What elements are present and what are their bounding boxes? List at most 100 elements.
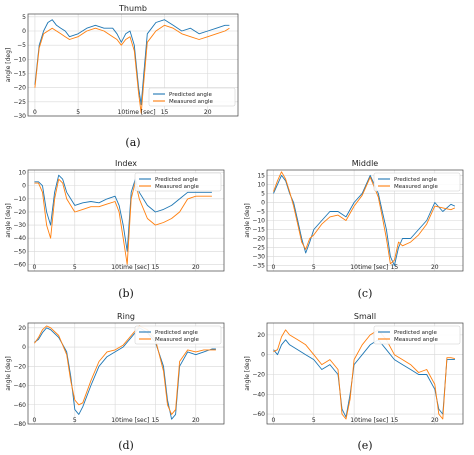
legend-label: Predicted angle — [394, 330, 437, 336]
y-tick-label: −40 — [13, 383, 26, 390]
legend-label: Predicted angle — [155, 330, 198, 336]
x-tick-label: 5 — [73, 264, 77, 271]
y-tick-label: −20 — [13, 85, 26, 92]
x-tick-label: 5 — [73, 417, 77, 424]
legend-label: Predicted angle — [169, 92, 212, 98]
y-tick-label: −35 — [252, 263, 265, 270]
x-tick-label: 0 — [33, 109, 37, 116]
x-tick-label: 15 — [152, 264, 160, 271]
y-tick-label: −10 — [252, 218, 265, 225]
x-axis-label: time [sec] — [125, 109, 155, 116]
y-tick-label: −60 — [252, 411, 265, 418]
chart-title: Thumb — [118, 4, 147, 13]
x-tick-label: 20 — [431, 417, 439, 424]
y-tick-label: 5 — [261, 190, 265, 197]
y-tick-label: −60 — [13, 261, 26, 268]
legend-box — [373, 172, 461, 192]
legend-label: Measured angle — [155, 184, 199, 190]
chart-title: Index — [115, 159, 137, 168]
x-tick-label: 15 — [391, 417, 399, 424]
chart-title: Small — [354, 312, 376, 321]
y-tick-label: −10 — [13, 196, 26, 203]
y-axis-label: angle [deg] — [5, 203, 12, 238]
plot-frame — [266, 169, 464, 272]
subfigure-caption: (e) — [357, 439, 372, 452]
y-tick-label: −60 — [13, 402, 26, 409]
x-tick-label: 0 — [33, 264, 37, 271]
x-tick-label: 0 — [33, 417, 37, 424]
y-tick-label: −50 — [13, 248, 26, 255]
plot-frame — [27, 322, 225, 425]
y-tick-label: −15 — [252, 227, 265, 234]
subfigure-caption: (d) — [118, 439, 134, 452]
subfigure-caption: (c) — [358, 287, 373, 300]
y-tick-label: 0 — [22, 344, 26, 351]
chart-thumb: Thumb 0 5 10 15 20 5 0 −5 −10 −15 −20 −25 −30 time [se… — [5, 4, 239, 149]
chart-index: Index 0 5 10 15 20 10 0 −10 −20 −30 −40 −50 −60 time [… — [5, 159, 225, 300]
chart-title: Ring — [117, 312, 135, 321]
subfigure-caption: (b) — [118, 287, 134, 300]
x-axis-label: time [sec] — [358, 417, 388, 424]
y-tick-label: −40 — [13, 235, 26, 242]
x-tick-label: 15 — [161, 109, 169, 116]
y-tick-label: −25 — [13, 99, 26, 106]
x-tick-label: 5 — [312, 417, 316, 424]
y-tick-label: 20 — [18, 325, 26, 332]
x-tick-label: 0 — [272, 417, 276, 424]
legend-label: Measured angle — [394, 337, 438, 343]
legend-box — [373, 325, 461, 345]
x-tick-label: 10 — [350, 264, 358, 271]
legend-label: Measured angle — [155, 337, 199, 343]
measured-angle-line — [34, 24, 230, 114]
plot-frame — [27, 169, 225, 272]
subfigure-caption: (a) — [125, 136, 140, 149]
measured-angle-line — [34, 325, 216, 415]
legend-box — [148, 87, 236, 107]
y-axis-label: angle [deg] — [5, 48, 12, 83]
y-tick-label: −5 — [17, 42, 26, 49]
predicted-angle-line — [34, 327, 216, 420]
x-tick-label: 20 — [192, 264, 200, 271]
y-axis-label: angle [deg] — [5, 356, 12, 391]
y-tick-label: 15 — [257, 172, 265, 179]
y-tick-label: 10 — [18, 170, 26, 177]
y-tick-label: −30 — [13, 222, 26, 229]
y-tick-label: −20 — [252, 236, 265, 243]
y-tick-label: −20 — [252, 371, 265, 378]
measured-angle-line — [273, 329, 455, 420]
x-tick-label: 20 — [431, 264, 439, 271]
legend-label: Measured angle — [394, 184, 438, 190]
x-tick-label: 20 — [204, 109, 212, 116]
y-tick-label: 10 — [257, 181, 265, 188]
x-tick-label: 10 — [350, 417, 358, 424]
y-tick-label: −20 — [13, 209, 26, 216]
y-tick-label: 0 — [261, 352, 265, 359]
y-axis-label: angle [deg] — [244, 356, 251, 391]
chart-middle: Middle 0 5 10 15 20 15 10 5 0 −5 −10 −15 −20 −25 −30 −35… — [244, 159, 464, 300]
y-tick-label: −20 — [13, 363, 26, 370]
chart-small: Small 0 5 10 15 20 20 0 −20 −40 −60 time [sec] angle… — [244, 312, 464, 452]
x-tick-label: 5 — [76, 109, 80, 116]
predicted-angle-line — [34, 174, 212, 252]
plot-frame — [266, 322, 464, 425]
x-tick-label: 10 — [111, 264, 119, 271]
legend-label: Predicted angle — [155, 177, 198, 183]
y-tick-label: 20 — [257, 332, 265, 339]
plot-frame — [27, 13, 239, 117]
predicted-angle-line — [34, 19, 230, 106]
x-tick-label: 10 — [111, 417, 119, 424]
chart-title: Middle — [352, 159, 379, 168]
measured-angle-line — [273, 171, 456, 265]
legend-label: Predicted angle — [394, 177, 437, 183]
x-tick-label: 0 — [272, 264, 276, 271]
y-tick-label: −40 — [252, 391, 265, 398]
legend-box — [134, 172, 222, 192]
predicted-angle-line — [273, 339, 455, 418]
y-tick-label: −30 — [13, 113, 26, 120]
